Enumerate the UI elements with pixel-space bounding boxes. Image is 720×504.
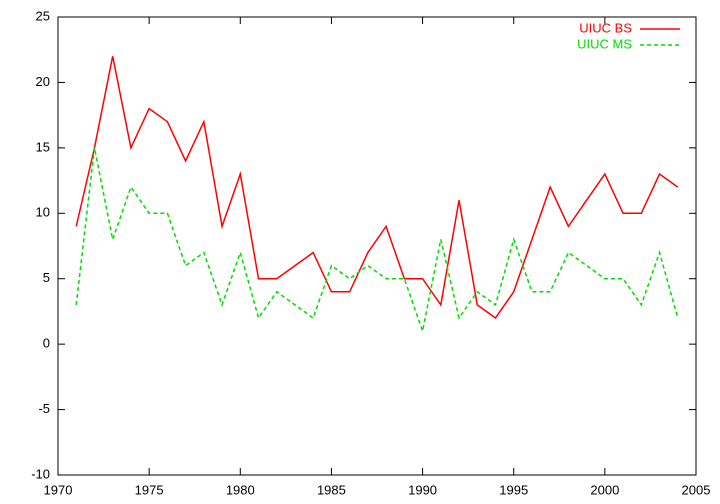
x-tick-label: 2005 <box>682 482 711 497</box>
y-tick-label: -10 <box>31 466 50 481</box>
y-tick-label: 25 <box>36 8 50 23</box>
x-tick-label: 2000 <box>590 482 619 497</box>
plot-border <box>57 16 697 476</box>
x-tick-label: 1990 <box>408 482 437 497</box>
x-tick-label: 1980 <box>226 482 255 497</box>
series-line <box>75 56 679 320</box>
x-tick-label: 1995 <box>499 482 528 497</box>
x-tick-label: 1970 <box>44 482 73 497</box>
y-tick-label: 20 <box>36 74 50 89</box>
legend-label: UIUC BS <box>579 20 632 35</box>
y-tick-label: 5 <box>43 270 50 285</box>
y-tick-label: -5 <box>38 401 50 416</box>
y-tick-label: 10 <box>36 205 50 220</box>
series-line <box>75 147 679 334</box>
x-tick-label: 1985 <box>317 482 346 497</box>
x-tick-label: 1975 <box>135 482 164 497</box>
y-tick-label: 15 <box>36 139 50 154</box>
y-tick-label: 0 <box>43 336 50 351</box>
legend-label: UIUC MS <box>577 36 632 51</box>
